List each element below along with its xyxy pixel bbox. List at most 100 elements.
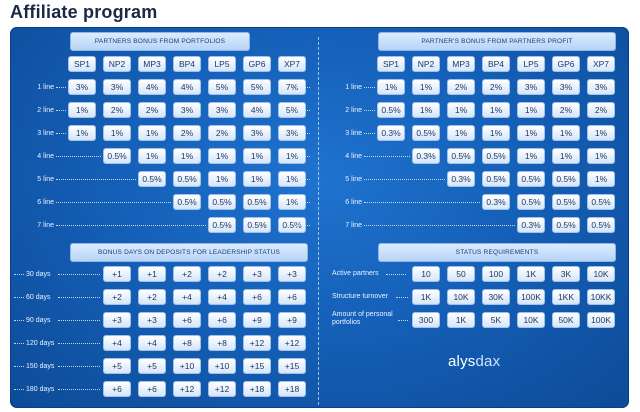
bonus-days-row-label: 120 days [26, 339, 55, 347]
profit-value-cell: 0.5% [517, 171, 545, 187]
status-value-cell: 1K [517, 266, 545, 282]
status-value-cell: 5K [482, 312, 510, 328]
bonus-days-row-leader [58, 389, 100, 390]
profit-value-cell: 0.5% [587, 194, 615, 210]
status-value-cell: 1K [412, 289, 440, 305]
portfolio-row-leader [56, 156, 101, 157]
portfolio-bonus-header: Partners bonus from portfolios [70, 32, 250, 51]
bonus-days-value-cell: +18 [278, 381, 306, 397]
profit-row-label: 2 line [345, 106, 362, 114]
profit-value-cell: 2% [587, 102, 615, 118]
bonus-days-row-leader-start [14, 274, 24, 275]
bonus-days-value-cell: +2 [138, 289, 166, 305]
bonus-days-value-cell: +6 [138, 381, 166, 397]
profit-value-cell: 1% [412, 79, 440, 95]
bonus-days-row-leader [58, 366, 100, 367]
profit-value-cell: 2% [552, 102, 580, 118]
profit-value-cell: 0.5% [482, 148, 510, 164]
bonus-days-row-leader-start [14, 297, 24, 298]
bonus-days-row-leader [58, 320, 100, 321]
bonus-days-value-cell: +8 [208, 335, 236, 351]
bonus-days-value-cell: +2 [173, 266, 201, 282]
profit-value-cell: 1% [587, 171, 615, 187]
profit-value-cell: 1% [552, 148, 580, 164]
bonus-days-value-cell: +9 [243, 312, 271, 328]
bonus-days-value-cell: +15 [243, 358, 271, 374]
portfolio-col-header-sp1: SP1 [68, 56, 96, 72]
portfolio-value-cell: 0.5% [173, 194, 201, 210]
portfolio-value-cell: 4% [243, 102, 271, 118]
profit-row-leader [364, 225, 515, 226]
alysdax-logo: alysdax [448, 353, 500, 370]
portfolio-value-cell: 1% [138, 148, 166, 164]
bonus-days-value-cell: +18 [243, 381, 271, 397]
bonus-days-value-cell: +1 [138, 266, 166, 282]
profit-value-cell: 0.5% [482, 171, 510, 187]
status-value-cell: 10K [517, 312, 545, 328]
profit-col-header-sp1: SP1 [377, 56, 405, 72]
profit-row-leader-start [296, 225, 310, 226]
portfolio-row-leader [56, 110, 66, 111]
profit-value-cell: 1% [447, 102, 475, 118]
portfolio-value-cell: 1% [243, 148, 271, 164]
bonus-days-value-cell: +3 [243, 266, 271, 282]
status-value-cell: 300 [412, 312, 440, 328]
portfolio-row-leader [56, 179, 136, 180]
portfolio-value-cell: 1% [278, 194, 306, 210]
profit-col-header-bp4: BP4 [482, 56, 510, 72]
portfolio-value-cell: 1% [208, 148, 236, 164]
profit-value-cell: 0.3% [517, 217, 545, 233]
portfolio-col-header-xp7: XP7 [278, 56, 306, 72]
status-value-cell: 10KK [587, 289, 615, 305]
bonus-days-value-cell: +9 [278, 312, 306, 328]
profit-row-leader [364, 202, 480, 203]
profit-value-cell: 0.5% [552, 217, 580, 233]
bonus-days-value-cell: +3 [138, 312, 166, 328]
portfolio-value-cell: 5% [208, 79, 236, 95]
bonus-days-value-cell: +6 [208, 312, 236, 328]
bonus-days-row-label: 90 days [26, 316, 51, 324]
profit-value-cell: 0.5% [552, 171, 580, 187]
bonus-days-row-leader [58, 343, 100, 344]
profit-value-cell: 3% [517, 79, 545, 95]
profit-row-leader-start [296, 110, 310, 111]
bonus-days-value-cell: +4 [173, 289, 201, 305]
portfolio-value-cell: 3% [173, 102, 201, 118]
profit-value-cell: 1% [482, 102, 510, 118]
portfolio-value-cell: 1% [68, 102, 96, 118]
portfolio-row-label: 4 line [37, 152, 54, 160]
bonus-days-value-cell: +6 [103, 381, 131, 397]
status-value-cell: 100 [482, 266, 510, 282]
status-value-cell: 1K [447, 312, 475, 328]
affiliate-board: Partners bonus from portfolios Partner's… [10, 27, 629, 408]
status-value-cell: 1KK [552, 289, 580, 305]
profit-row-leader-start [296, 87, 310, 88]
profit-col-header-np2: NP2 [412, 56, 440, 72]
portfolio-value-cell: 1% [173, 148, 201, 164]
bonus-days-value-cell: +2 [208, 266, 236, 282]
profit-col-header-lp5: LP5 [517, 56, 545, 72]
portfolio-row-label: 6 line [37, 198, 54, 206]
portfolio-value-cell: 1% [208, 171, 236, 187]
status-requirements-header: Status requirements [378, 243, 616, 262]
status-row-label: Active partners [332, 270, 379, 277]
profit-row-leader [364, 87, 375, 88]
profit-value-cell: 1% [517, 148, 545, 164]
portfolio-value-cell: 4% [138, 79, 166, 95]
bonus-days-row-label: 180 days [26, 385, 55, 393]
bonus-days-value-cell: +1 [103, 266, 131, 282]
page-title: Affiliate program [10, 2, 158, 22]
profit-row-label: 3 line [345, 129, 362, 137]
profit-row-leader [364, 133, 375, 134]
profit-value-cell: 3% [587, 79, 615, 95]
profit-value-cell: 0.5% [587, 217, 615, 233]
profit-value-cell: 0.5% [552, 194, 580, 210]
portfolio-col-header-lp5: LP5 [208, 56, 236, 72]
profit-row-leader [364, 156, 410, 157]
profit-row-label: 4 line [345, 152, 362, 160]
profit-value-cell: 2% [482, 79, 510, 95]
bonus-days-value-cell: +10 [173, 358, 201, 374]
portfolio-value-cell: 1% [68, 125, 96, 141]
profit-value-cell: 1% [412, 102, 440, 118]
profit-value-cell: 1% [517, 102, 545, 118]
